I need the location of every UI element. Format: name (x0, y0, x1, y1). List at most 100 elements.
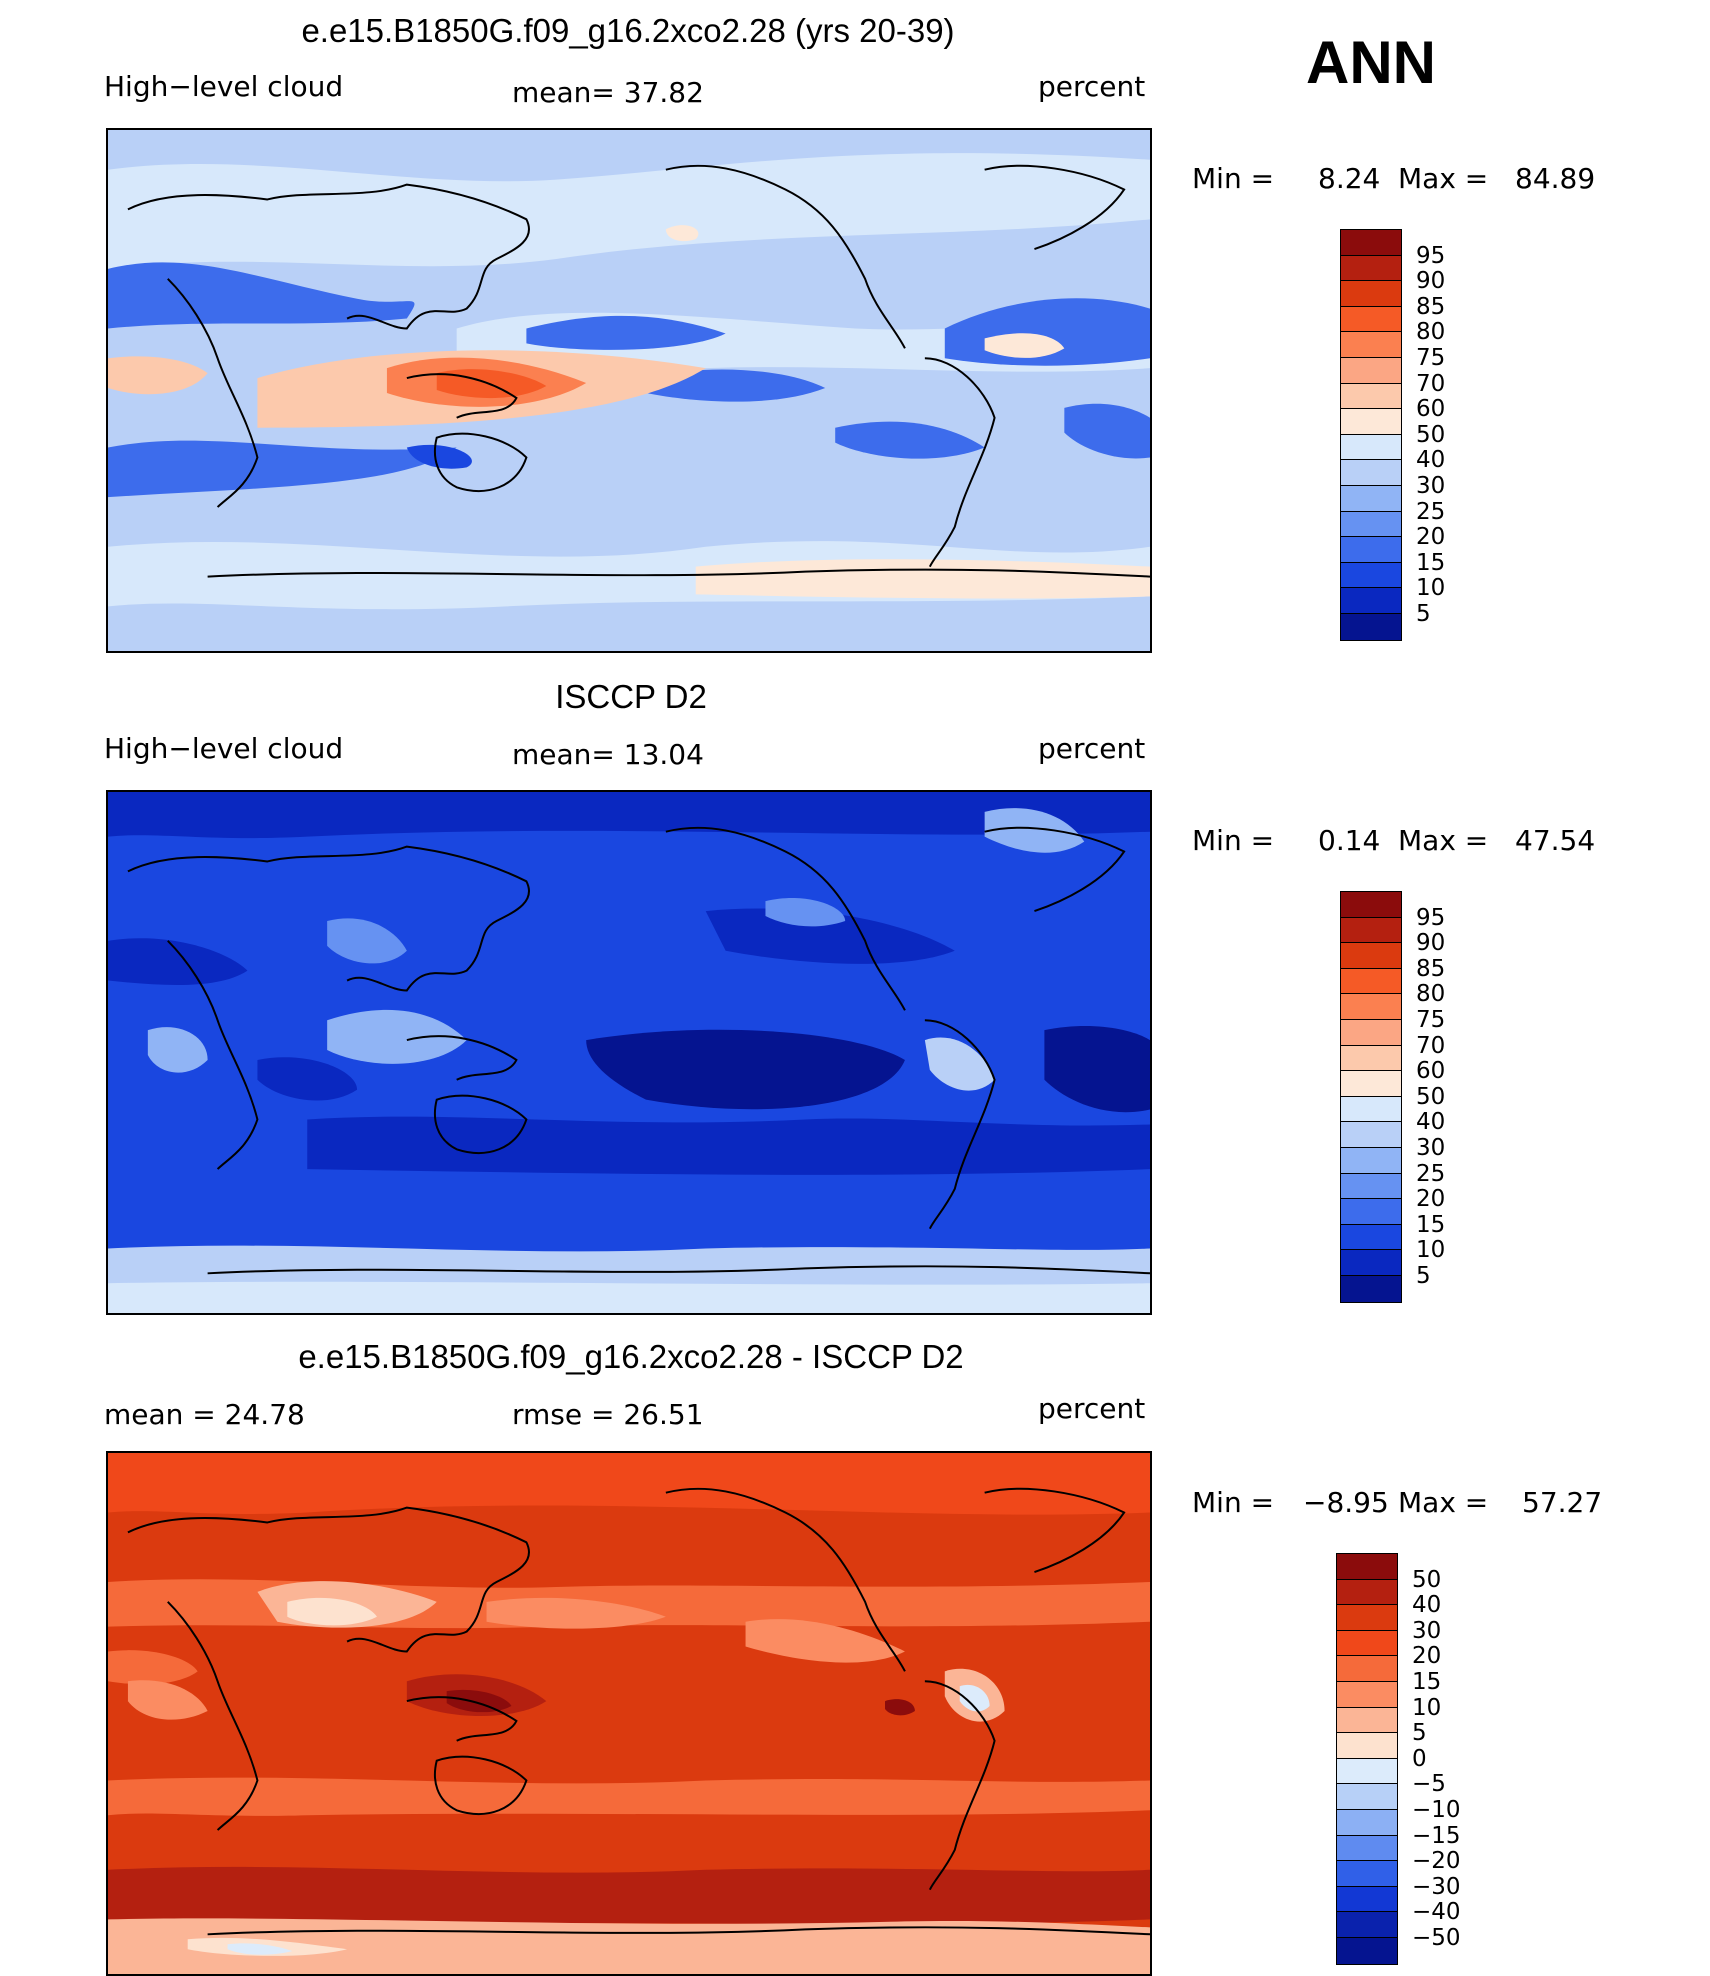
colorbar-swatch (1341, 485, 1401, 512)
colorbar-tick-label: 85 (1416, 293, 1446, 320)
colorbar-tick-label: −30 (1412, 1873, 1461, 1900)
colorbar-tick-label: 40 (1416, 447, 1446, 474)
colorbar-swatch (1341, 1071, 1401, 1097)
colorbar-tick-label: 95 (1416, 242, 1446, 269)
colorbar-swatch (1337, 1835, 1397, 1862)
colorbar-tick-label: 95 (1416, 904, 1446, 931)
panel-1-map (106, 128, 1152, 653)
panel-2-mean-label: mean= 13.04 (512, 738, 704, 771)
colorbar-tick-label: −5 (1412, 1771, 1446, 1798)
colorbar-swatch (1341, 460, 1401, 486)
panel-3-max-value: 57.27 (1522, 1486, 1603, 1519)
colorbar-tick-label: −10 (1412, 1797, 1461, 1823)
panel-3-max-label: Max = (1398, 1486, 1489, 1519)
colorbar-swatch (1337, 1758, 1397, 1785)
colorbar-tick-label: 10 (1416, 1237, 1446, 1264)
colorbar-tick-label: 70 (1416, 370, 1446, 397)
colorbar-swatch (1337, 1733, 1397, 1759)
colorbar-tick-label: 30 (1416, 1135, 1446, 1161)
colorbar-swatch (1341, 1096, 1401, 1123)
colorbar-swatch (1341, 1122, 1401, 1148)
colorbar-swatch (1341, 943, 1401, 969)
colorbar-tick-label: 90 (1416, 268, 1446, 295)
panel-1-variable-label: High−level cloud (104, 70, 344, 103)
colorbar-swatch (1341, 1045, 1401, 1072)
colorbar-swatch (1337, 1937, 1397, 1964)
colorbar-tick-label: 75 (1416, 345, 1446, 371)
panel-1-max-value: 84.89 (1515, 162, 1596, 195)
colorbar-swatch (1337, 1784, 1397, 1810)
colorbar-swatch (1341, 1147, 1401, 1174)
colorbar-tick-label: 40 (1416, 1109, 1446, 1136)
colorbar-swatch (1337, 1605, 1397, 1631)
colorbar-swatch (1341, 306, 1401, 333)
colorbar-swatch (1341, 892, 1401, 918)
panel-1-title: e.e15.B1850G.f09_g16.2xco2.28 (yrs 20-39… (301, 12, 955, 49)
colorbar-tick-label: 50 (1416, 1083, 1446, 1110)
colorbar-tick-label: 50 (1412, 1566, 1442, 1593)
colorbar-swatch (1341, 332, 1401, 358)
panel-2-map-svg (108, 792, 1150, 1313)
colorbar-swatch (1341, 511, 1401, 538)
colorbar-swatch (1337, 1707, 1397, 1734)
colorbar-swatch (1341, 613, 1401, 640)
colorbar-tick-label: 5 (1416, 601, 1431, 627)
panel-2-max-label: Max = (1398, 824, 1489, 857)
panel-2-variable-label: High−level cloud (104, 732, 344, 765)
colorbar-swatch (1337, 1554, 1397, 1580)
colorbar-tick-label: 0 (1412, 1745, 1427, 1772)
colorbar-swatch (1341, 1224, 1401, 1251)
panel-3-units-label: percent (1038, 1392, 1146, 1425)
colorbar-tick-label: 30 (1416, 473, 1446, 499)
panel-1-mean-label: mean= 37.82 (512, 76, 704, 109)
panel-2-title: ISCCP D2 (555, 678, 707, 715)
colorbar-swatch (1337, 1886, 1397, 1913)
panel-3-min-value: −8.95 (1303, 1486, 1389, 1519)
colorbar-swatch (1337, 1681, 1397, 1708)
colorbar-tick-label: 15 (1412, 1669, 1442, 1695)
colorbar-tick-label: −20 (1412, 1848, 1461, 1875)
colorbar-swatch (1341, 917, 1401, 944)
colorbar-tick-label: 60 (1416, 1058, 1446, 1085)
colorbar-swatch (1341, 1275, 1401, 1302)
colorbar-swatch (1341, 383, 1401, 410)
colorbar-tick-label: 25 (1416, 1160, 1446, 1187)
colorbar-swatch (1341, 994, 1401, 1020)
colorbar-swatch (1337, 1861, 1397, 1887)
panel-1-min-value: 8.24 (1318, 162, 1381, 195)
colorbar-swatch (1341, 255, 1401, 282)
colorbar-swatch (1341, 1250, 1401, 1276)
season-label: ANN (1306, 29, 1436, 96)
panel-3-mean-label: mean = 24.78 (104, 1398, 305, 1431)
colorbar-tick-label: 10 (1412, 1694, 1442, 1721)
colorbar-tick-label: 30 (1412, 1617, 1442, 1644)
colorbar-tick-label: 80 (1416, 981, 1446, 1008)
panel-2-units-label: percent (1038, 732, 1146, 765)
panel-3-title: e.e15.B1850G.f09_g16.2xco2.28 - ISCCP D2 (298, 1338, 964, 1375)
colorbar-tick-label: 75 (1416, 1007, 1446, 1033)
colorbar-tick-label: 90 (1416, 930, 1446, 957)
colorbar-swatch (1341, 230, 1401, 256)
colorbar-swatch (1337, 1630, 1397, 1657)
panel-3-map-svg (108, 1453, 1150, 1974)
colorbar-swatch (1341, 588, 1401, 614)
colorbar-swatch (1341, 562, 1401, 589)
panel-1-colorbar (1340, 229, 1402, 641)
panel-3-colorbar (1336, 1553, 1398, 1965)
colorbar-tick-label: 5 (1412, 1720, 1427, 1747)
colorbar-swatch (1341, 281, 1401, 307)
colorbar-tick-label: 60 (1416, 396, 1446, 423)
colorbar-tick-label: 20 (1416, 1186, 1446, 1213)
panel-3-map (106, 1451, 1152, 1976)
panel-3-min-label: Min = (1192, 1486, 1275, 1519)
colorbar-swatch (1341, 1019, 1401, 1046)
panel-2-map (106, 790, 1152, 1315)
colorbar-swatch (1341, 537, 1401, 563)
colorbar-tick-label: 10 (1416, 575, 1446, 602)
colorbar-tick-label: 15 (1416, 1211, 1446, 1238)
colorbar-swatch (1341, 1173, 1401, 1200)
colorbar-tick-label: 70 (1416, 1032, 1446, 1059)
colorbar-tick-label: 25 (1416, 498, 1446, 525)
panel-1-min-label: Min = (1192, 162, 1275, 195)
panel-1-units-label: percent (1038, 70, 1146, 103)
